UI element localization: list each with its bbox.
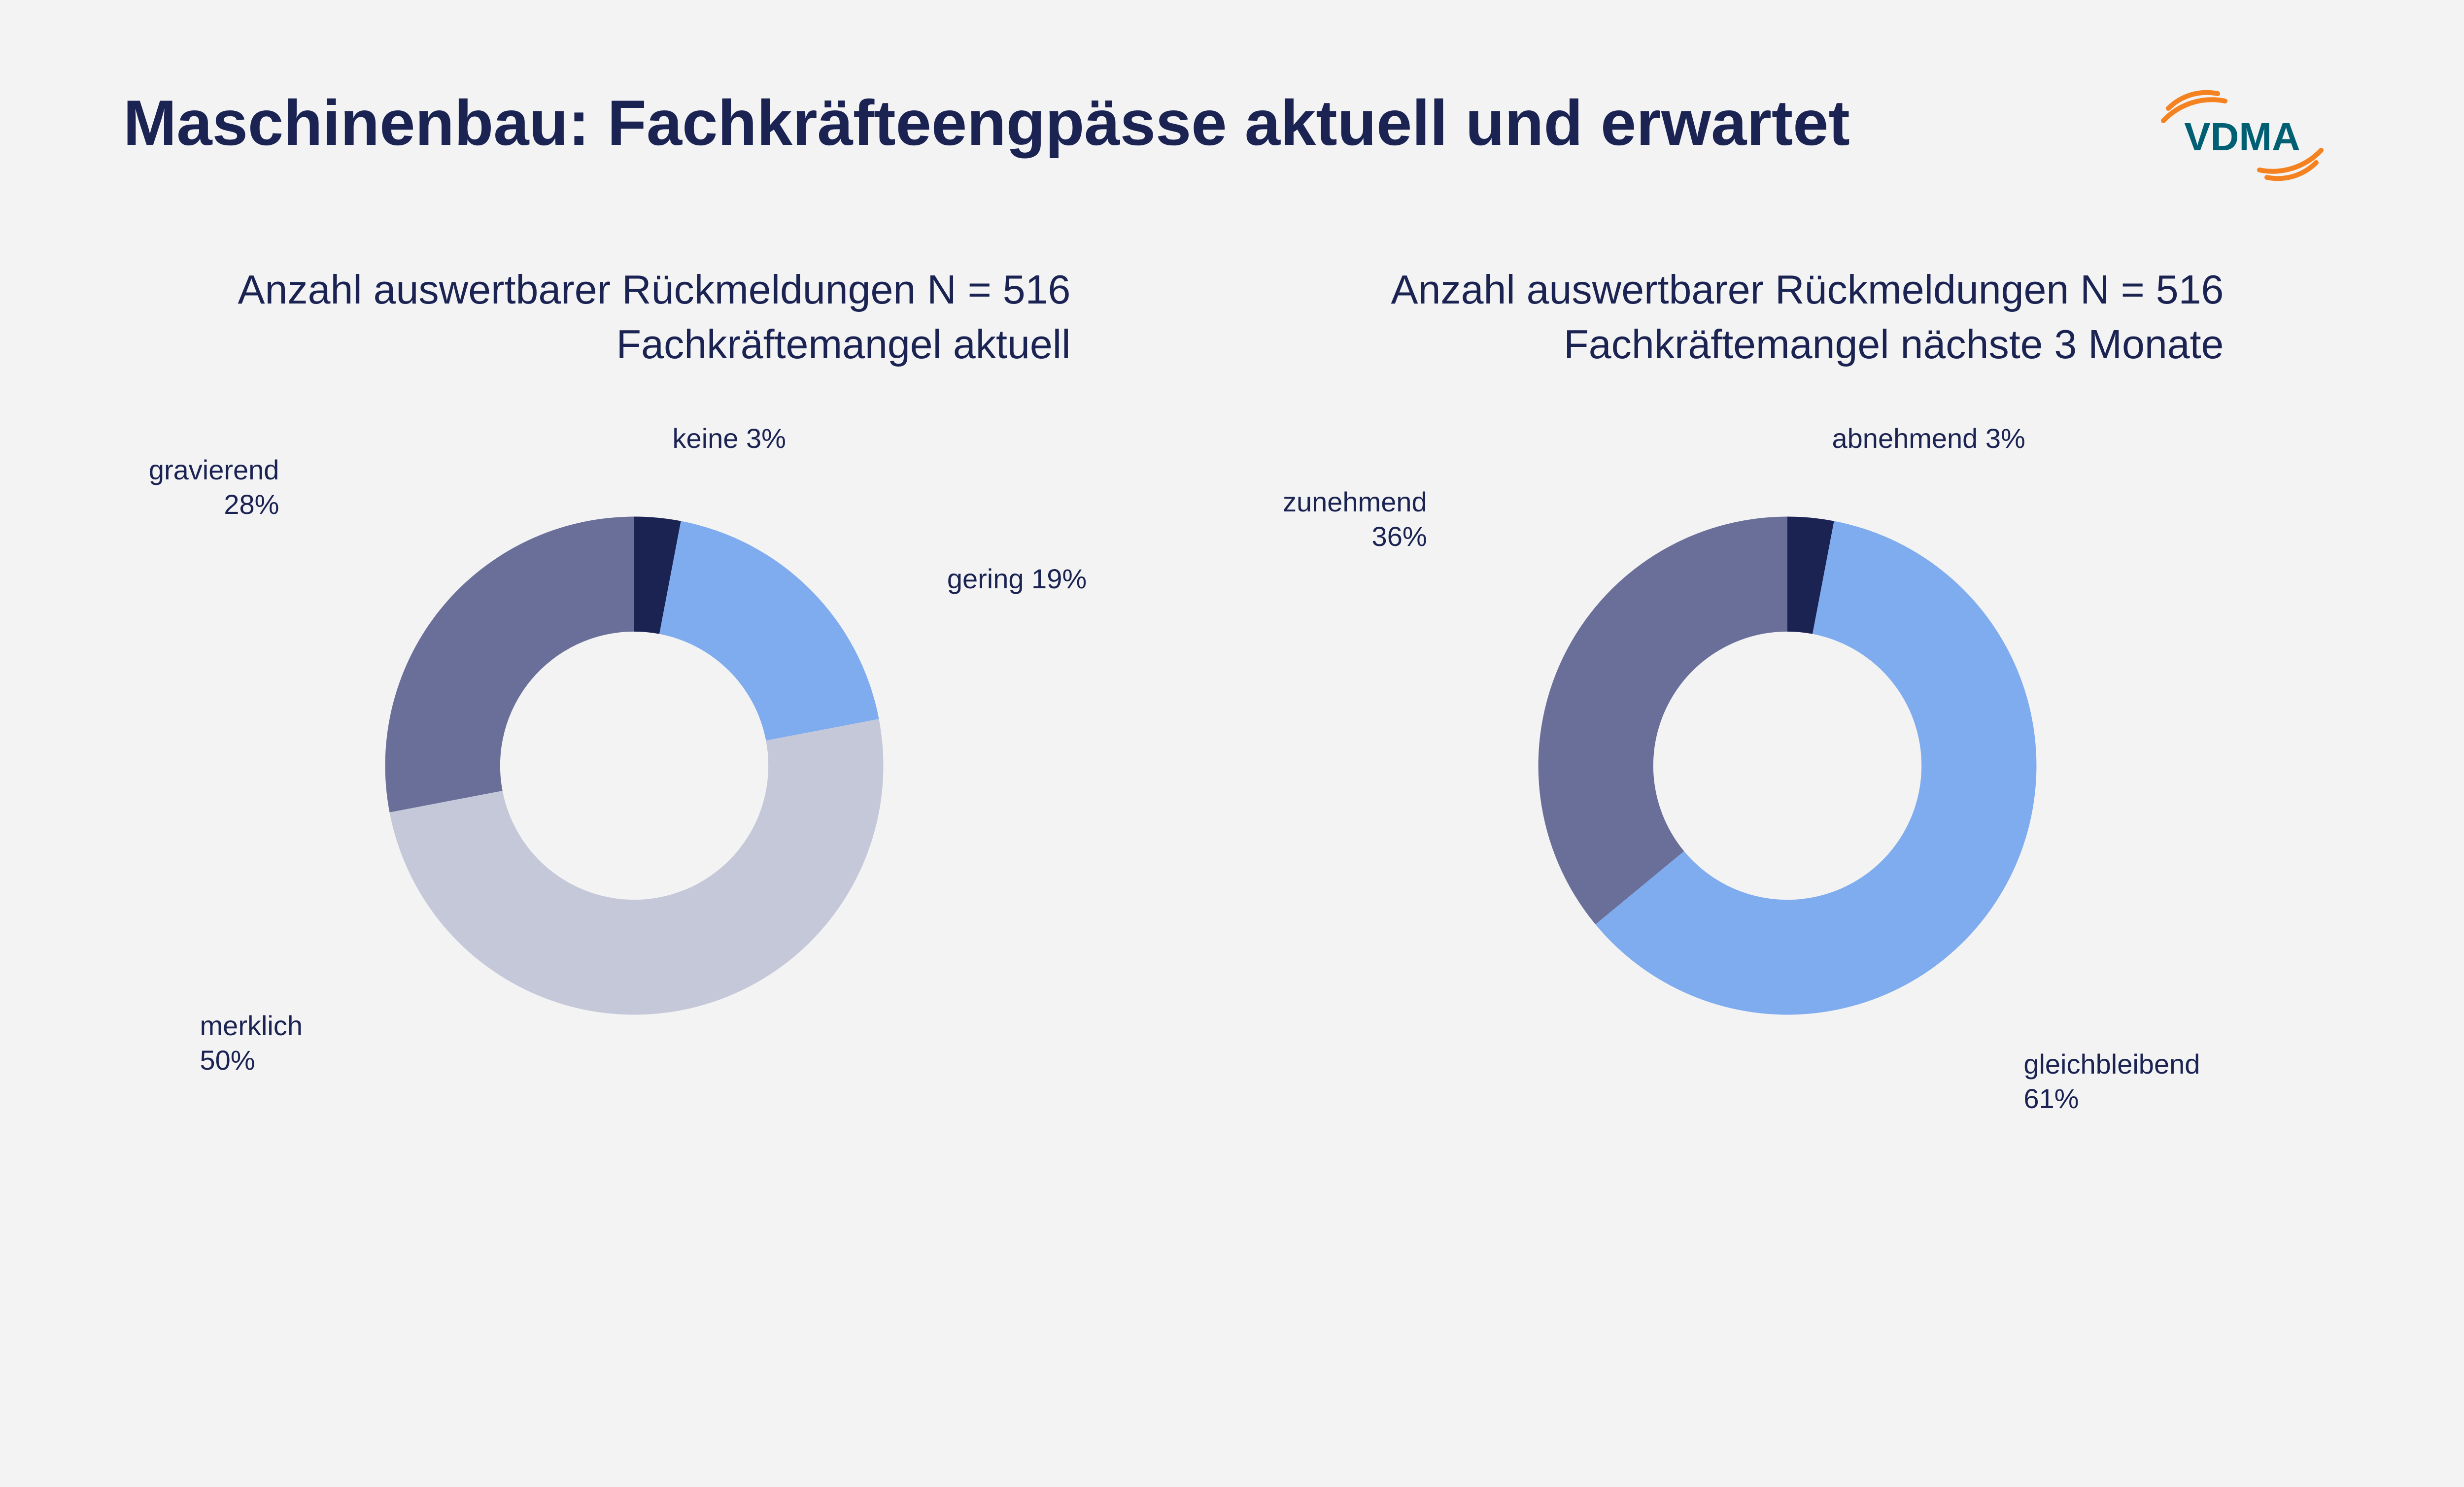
subtitle-line: Anzahl auswertbarer Rückmeldungen N = 51… <box>1391 267 2224 312</box>
subtitle-line: Fachkräftemangel nächste 3 Monate <box>1564 322 2224 367</box>
chart-subtitle-next3months: Anzahl auswertbarer Rückmeldungen N = 51… <box>1276 263 2341 372</box>
chart-panel-next3months: Anzahl auswertbarer Rückmeldungen N = 51… <box>1276 263 2341 1085</box>
page-title: Maschinenbau: Fachkräfteengpässe aktuell… <box>123 86 1850 160</box>
page: Maschinenbau: Fachkräfteengpässe aktuell… <box>0 0 2464 1487</box>
vdma-logo-text: VDMA <box>2184 115 2300 159</box>
slice-label-gravierend: gravierend28% <box>149 453 279 522</box>
chart-subtitle-current: Anzahl auswertbarer Rückmeldungen N = 51… <box>123 263 1188 372</box>
slice-label-gleichbleibend: gleichbleibend61% <box>2023 1047 2200 1116</box>
donut-current: keine 3%gering 19%merklich50%gravierend2… <box>315 446 954 1085</box>
slice-label-gering: gering 19% <box>947 562 1087 596</box>
donut-next3months: abnehmend 3%gleichbleibend61%zunehmend36… <box>1468 446 2107 1085</box>
slice-label-abnehmend: abnehmend 3% <box>1832 421 2025 456</box>
donut-slice-zunehmend <box>1538 517 1787 925</box>
donut-slice-gering <box>659 521 879 741</box>
slice-label-zunehmend: zunehmend36% <box>1283 485 1427 554</box>
slice-label-merklich: merklich50% <box>200 1009 303 1078</box>
charts-row: Anzahl auswertbarer Rückmeldungen N = 51… <box>123 263 2341 1085</box>
donut-slice-gravierend <box>385 517 634 812</box>
chart-panel-current: Anzahl auswertbarer Rückmeldungen N = 51… <box>123 263 1188 1085</box>
subtitle-line: Anzahl auswertbarer Rückmeldungen N = 51… <box>238 267 1070 312</box>
subtitle-line: Fachkräftemangel aktuell <box>616 322 1071 367</box>
slice-label-keine: keine 3% <box>673 421 786 456</box>
vdma-logo: VDMA <box>2144 86 2341 185</box>
header: Maschinenbau: Fachkräfteengpässe aktuell… <box>123 86 2341 185</box>
